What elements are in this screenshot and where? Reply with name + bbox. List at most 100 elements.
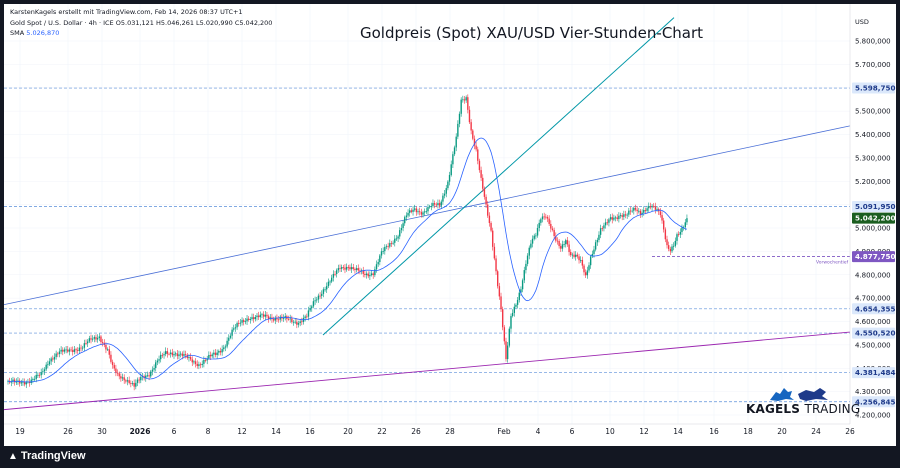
candle-body [131, 382, 134, 384]
candle-body [465, 97, 467, 101]
candle-body [48, 361, 51, 365]
sma-legend[interactable]: SMA 5.026,870 [10, 29, 59, 37]
candle-body [68, 349, 71, 352]
candle-body [417, 211, 419, 213]
candle-body [329, 281, 331, 283]
candle-body [556, 240, 559, 242]
candle-body [437, 203, 439, 206]
time-tick-label: 28 [445, 427, 455, 436]
candle-body [428, 206, 431, 208]
candle-body [108, 349, 110, 355]
candle-body [304, 316, 306, 318]
candle-body [420, 212, 423, 215]
candle-body [659, 211, 662, 216]
candle-body [354, 268, 356, 271]
candle-body [267, 316, 270, 320]
candle-body [653, 205, 655, 207]
candle-body [140, 377, 142, 381]
candle-body [677, 234, 680, 236]
candle-body [387, 246, 389, 248]
chart-panel[interactable]: Vorwochentief USD5.800,0005.700,0005.600… [4, 4, 896, 446]
lower-trend-line [4, 331, 851, 411]
candle-body [257, 315, 260, 318]
candle-body [77, 350, 79, 352]
candle-body [604, 222, 607, 226]
time-tick-label: 16 [305, 427, 315, 436]
candle-body [619, 215, 622, 217]
candle-body [55, 353, 57, 357]
tradingview-logo[interactable]: ▲ TradingView [8, 450, 86, 462]
candle-body [546, 217, 549, 219]
candle-body [425, 211, 428, 213]
candle-body [634, 207, 637, 210]
candle-body [656, 209, 658, 210]
candle-body [204, 359, 207, 361]
candle-body [661, 215, 663, 221]
time-axis: 19 26 30 2026 6 8 12 14 16 20 22 26 28 Feb 4 6 10 12 14 16 1… [4, 423, 855, 436]
candle-body [33, 378, 36, 380]
candle-body [272, 319, 275, 321]
candle-body [95, 337, 97, 340]
candle-body [322, 289, 325, 294]
candle-body [75, 349, 77, 351]
candle-body [580, 259, 582, 261]
sma-line [7, 137, 688, 383]
candle-body [13, 379, 16, 383]
symbol-legend: Gold Spot / U.S. Dollar · 4h · ICE O5.03… [10, 19, 272, 27]
candle-body [623, 214, 625, 217]
candle-body [511, 312, 514, 317]
candle-body [85, 343, 87, 344]
candle-body [166, 351, 169, 354]
candle-body [78, 347, 81, 351]
candle-body [233, 328, 235, 330]
candle-body [173, 354, 175, 356]
candle-body [181, 353, 183, 356]
footer-bar: ▲ TradingView [0, 446, 900, 468]
level-tag-label: 5.598,750 [855, 84, 895, 93]
candle-body [578, 256, 580, 261]
candle-body [15, 381, 17, 383]
candle-body [404, 217, 406, 224]
candle-body [636, 209, 638, 212]
price-chart[interactable]: Vorwochentief USD5.800,0005.700,0005.600… [4, 4, 896, 446]
candle-body [380, 251, 383, 256]
candle-body [262, 314, 265, 317]
candle-body [209, 354, 212, 357]
candle-body [377, 262, 379, 265]
candle-body [20, 382, 22, 384]
candle-body [165, 351, 167, 355]
candle-body [460, 99, 462, 114]
candle-body [135, 382, 137, 387]
candle-body [374, 269, 376, 276]
candle-body [372, 273, 374, 276]
candle-body [606, 222, 608, 224]
candle-body [106, 349, 109, 351]
candle-body [105, 344, 107, 350]
candle-body [43, 369, 46, 372]
candle-body [596, 239, 598, 243]
ohlc-values: O5.031,121 H5.046,261 L5.020,990 C5.042,… [115, 19, 273, 27]
last-price-tag-bg [852, 212, 895, 224]
candle-body [686, 218, 688, 223]
candle-body [35, 374, 37, 379]
time-tick-label: 30 [97, 427, 107, 436]
candle-body [266, 314, 268, 317]
candle-body [321, 293, 323, 296]
upper-trend-line [4, 125, 851, 306]
time-tick-label: 19 [15, 427, 25, 436]
price-tick-label: 4.700,000 [855, 295, 891, 303]
candle-body [229, 335, 232, 338]
candle-body [433, 203, 436, 205]
candle-body [414, 208, 416, 210]
symbol-name[interactable]: Gold Spot / U.S. Dollar · 4h · ICE [10, 19, 114, 27]
candle-body [382, 251, 384, 252]
time-tick-label: 14 [673, 427, 683, 436]
price-tick-label: 5.700,000 [855, 61, 891, 69]
level-tag-bg [852, 82, 895, 94]
candle-body [306, 316, 308, 318]
candle-body [86, 341, 89, 344]
candle-body [648, 206, 650, 209]
candle-body [239, 322, 242, 324]
candle-body [375, 264, 378, 270]
candle-body [643, 210, 645, 213]
